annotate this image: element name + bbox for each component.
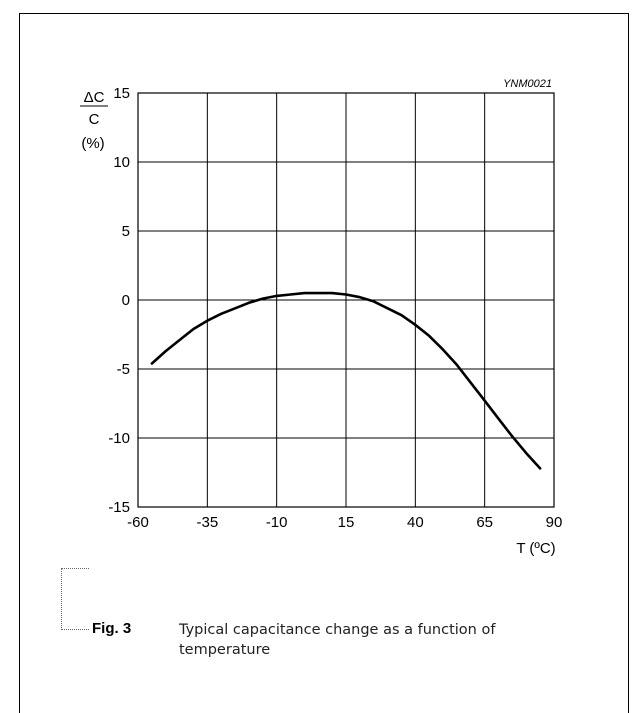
x-tick-label-6: 90: [546, 514, 563, 531]
y-tick-label-4: -5: [117, 361, 130, 378]
x-tick-label-0: -60: [127, 514, 149, 531]
x-tick-label-4: 40: [407, 514, 424, 531]
x-axis-label: T (ºC): [516, 540, 555, 557]
caption-bracket: [61, 568, 89, 630]
x-tick-label-5: 65: [476, 514, 493, 531]
y-tick-label-2: 5: [122, 223, 130, 240]
y-tick-label-6: -15: [108, 499, 130, 516]
y-tick-label-0: 15: [113, 85, 130, 102]
x-tick-label-1: -35: [196, 514, 218, 531]
y-axis-label-top: ΔC: [84, 89, 105, 106]
figure-frame: [19, 13, 629, 713]
y-tick-label-5: -10: [108, 430, 130, 447]
x-tick-label-2: -10: [266, 514, 288, 531]
y-axis-label-unit: (%): [81, 135, 104, 152]
figure-code: YNM0021: [503, 78, 552, 90]
figure-caption: Typical capacitance change as a function…: [179, 622, 496, 658]
y-tick-label-1: 10: [113, 154, 130, 171]
figure-label: Fig. 3: [92, 620, 132, 637]
y-tick-label-3: 0: [122, 292, 130, 309]
plot-area: [137, 92, 555, 508]
series-line-0: [150, 291, 542, 470]
y-axis-label-mid: C: [89, 111, 100, 128]
x-tick-label-3: 15: [338, 514, 355, 531]
